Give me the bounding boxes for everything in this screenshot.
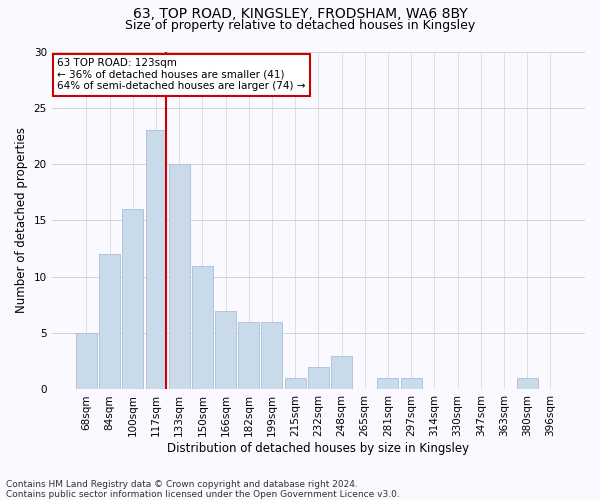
Text: 63, TOP ROAD, KINGSLEY, FRODSHAM, WA6 8BY: 63, TOP ROAD, KINGSLEY, FRODSHAM, WA6 8B… [133, 8, 467, 22]
Y-axis label: Number of detached properties: Number of detached properties [15, 128, 28, 314]
Bar [262, 322, 283, 390]
Bar [331, 356, 352, 390]
Bar [146, 130, 166, 390]
Text: 63 TOP ROAD: 123sqm
← 36% of detached houses are smaller (41)
64% of semi-detach: 63 TOP ROAD: 123sqm ← 36% of detached ho… [57, 58, 305, 92]
Bar [401, 378, 422, 390]
Text: Size of property relative to detached houses in Kingsley: Size of property relative to detached ho… [125, 18, 475, 32]
Bar [99, 254, 120, 390]
Bar [377, 378, 398, 390]
Bar [238, 322, 259, 390]
Bar [76, 333, 97, 390]
Text: Contains HM Land Registry data © Crown copyright and database right 2024.
Contai: Contains HM Land Registry data © Crown c… [6, 480, 400, 499]
Bar [308, 367, 329, 390]
Bar [169, 164, 190, 390]
Bar [192, 266, 213, 390]
Bar [517, 378, 538, 390]
Bar [215, 310, 236, 390]
Bar [122, 209, 143, 390]
Bar [284, 378, 305, 390]
X-axis label: Distribution of detached houses by size in Kingsley: Distribution of detached houses by size … [167, 442, 469, 455]
